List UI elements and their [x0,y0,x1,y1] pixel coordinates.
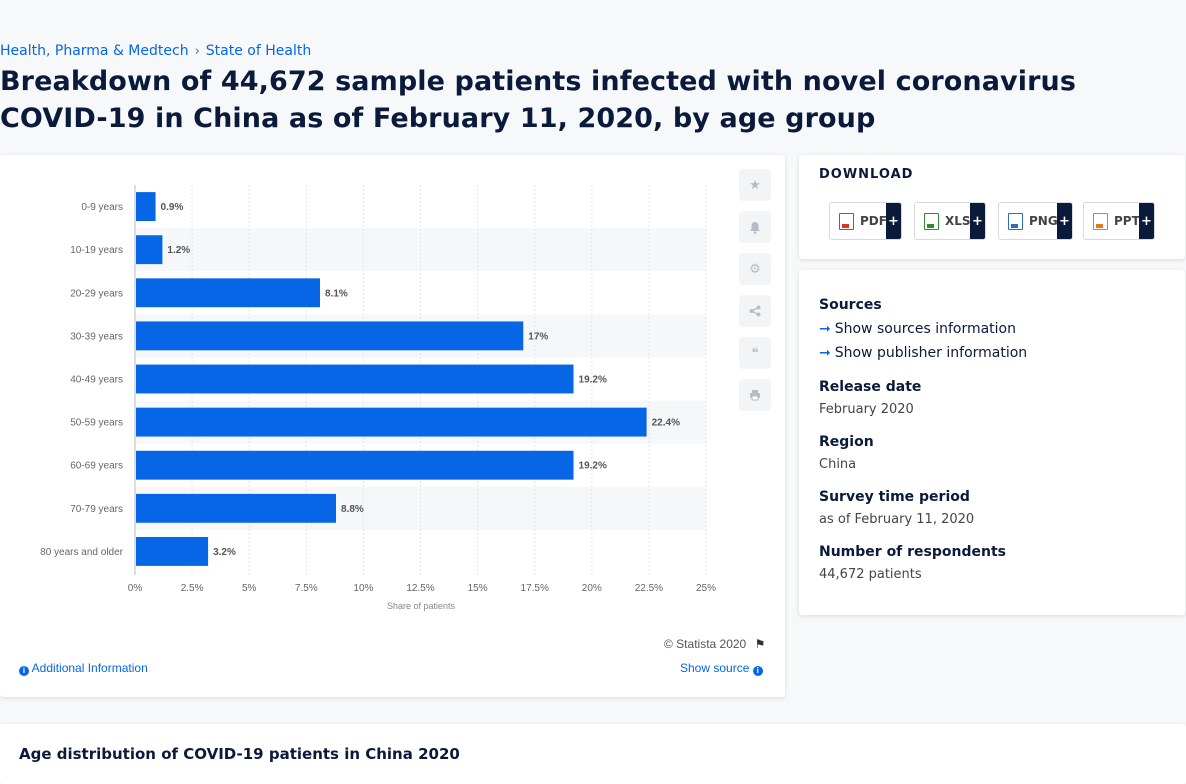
category-label: 0-9 years [81,202,123,213]
statista-credit: © Statista 2020 ⚑ [664,637,765,651]
pdf-file-icon [839,212,854,230]
x-tick-label: 20% [582,583,602,594]
value-label: 8.1% [325,288,348,299]
category-label: 30-39 years [70,331,123,342]
category-label: 40-49 years [70,375,123,386]
value-label: 0.9% [161,202,184,213]
category-label: 20-29 years [70,288,123,299]
credit-text: © Statista 2020 [664,637,747,651]
x-tick-label: 7.5% [295,583,318,594]
x-tick-label: 0% [128,583,143,594]
region-heading: Region [819,434,874,450]
bar[interactable] [136,364,574,394]
breadcrumb: Health, Pharma & Medtech › State of Health [0,43,311,59]
category-label: 10-19 years [70,245,123,256]
plus-icon: + [970,203,985,239]
info-icon: i [19,666,29,676]
download-heading: DOWNLOAD [819,167,914,182]
bar-chart: 0-9 years 10-19 years 20-29 years 30-39 yea… [40,185,716,611]
gear-icon[interactable]: ⚙ [739,253,771,285]
respondents-value: 44,672 patients [819,567,922,582]
info-icon: i [752,666,763,676]
survey-period-heading: Survey time period [819,489,970,505]
download-ppt-label: PPT [1114,214,1140,228]
bar[interactable] [136,278,321,308]
download-xls-button[interactable]: XLS + [914,202,986,240]
bar[interactable] [136,235,163,265]
x-tick-label: 2.5% [181,583,204,594]
plus-icon: + [1139,203,1154,239]
x-tick-label: 25% [696,583,716,594]
png-file-icon [1008,212,1023,230]
category-label: 60-69 years [70,461,123,472]
value-label: 19.2% [579,461,607,472]
download-pdf-button[interactable]: PDF + [829,202,902,240]
x-tick-label: 5% [242,583,257,594]
bar[interactable] [136,407,647,437]
download-pdf-label: PDF [860,214,887,228]
quote-icon[interactable]: ❝ [739,337,771,369]
x-axis-label: Share of patients [387,601,456,611]
value-label: 17% [528,331,548,342]
x-tick-label: 22.5% [635,583,663,594]
share-icon[interactable] [739,295,771,327]
value-label: 19.2% [579,375,607,386]
download-xls-label: XLS [945,214,971,228]
value-label: 3.2% [213,547,236,558]
plus-icon: + [1057,203,1072,239]
x-tick-label: 10% [353,583,373,594]
breadcrumb-item-health[interactable]: Health, Pharma & Medtech [0,43,189,59]
survey-period-value: as of February 11, 2020 [819,512,975,527]
show-sources-link[interactable]: ➞ Show sources information [819,321,1016,337]
value-label: 22.4% [652,418,680,429]
print-icon[interactable] [739,379,771,411]
download-ppt-button[interactable]: PPT + [1083,202,1155,240]
x-tick-label: 17.5% [521,583,549,594]
show-publisher-link[interactable]: ➞ Show publisher information [819,345,1027,361]
category-label: 50-59 years [70,418,123,429]
release-date-heading: Release date [819,379,922,395]
show-publisher-label: Show publisher information [834,345,1028,361]
bar[interactable] [136,321,524,351]
show-source-label: Show source [680,661,750,675]
star-icon[interactable]: ★ [739,169,771,201]
region-value: China [819,457,857,472]
bar[interactable] [136,493,336,523]
bar[interactable] [136,192,156,221]
category-label: 70-79 years [70,504,123,515]
arrow-right-icon: ➞ [819,345,831,361]
breadcrumb-separator: › [194,44,200,59]
sources-heading: Sources [819,297,882,313]
breadcrumb-item-state-of-health[interactable]: State of Health [205,43,312,59]
value-label: 1.2% [167,245,190,256]
download-png-label: PNG [1029,214,1058,228]
additional-information-label: Additional Information [31,661,148,675]
metadata-card [799,270,1185,615]
x-tick-label: 12.5% [406,583,434,594]
flag-icon[interactable]: ⚑ [754,637,766,651]
plus-icon: + [886,203,901,239]
category-label: 80 years and older [40,547,124,558]
respondents-heading: Number of respondents [819,544,1006,560]
xls-file-icon [924,212,939,230]
bar[interactable] [136,450,574,480]
bell-icon[interactable] [739,211,771,243]
related-section-title: Age distribution of COVID-19 patients in… [19,745,460,763]
download-png-button[interactable]: PNG + [998,202,1073,240]
x-tick-label: 15% [468,583,488,594]
show-sources-label: Show sources information [834,321,1016,337]
arrow-right-icon: ➞ [819,321,831,337]
release-date-value: February 2020 [819,402,914,417]
additional-information-link[interactable]: i Additional Information [19,661,148,676]
value-label: 8.8% [341,504,364,515]
page-title: Breakdown of 44,672 sample patients infe… [0,66,1077,134]
ppt-file-icon [1093,212,1108,230]
bar[interactable] [136,537,209,566]
show-source-link[interactable]: Show source i [680,661,763,676]
